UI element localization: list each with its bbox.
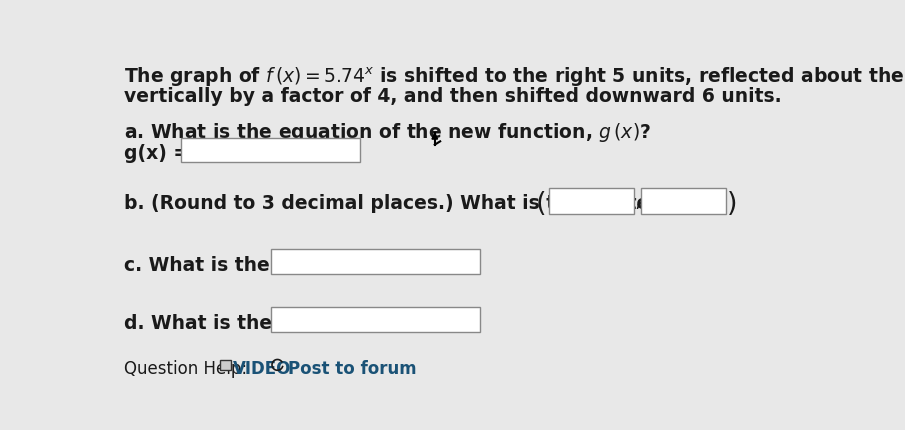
Text: c. What is the domain?: c. What is the domain? [124,255,366,274]
Polygon shape [432,134,437,140]
FancyBboxPatch shape [272,307,481,332]
Text: b. (Round to 3 decimal places.) What is the y-intercept?: b. (Round to 3 decimal places.) What is … [124,194,716,213]
Text: d. What is the range?: d. What is the range? [124,313,351,332]
FancyBboxPatch shape [548,188,633,215]
Text: VIDEO: VIDEO [233,359,291,377]
Text: g(x) =: g(x) = [124,144,189,163]
Text: a. What is the equation of the new function, $g\,(x)$?: a. What is the equation of the new funct… [124,121,651,144]
Text: vertically by a factor of 4, and then shifted downward 6 units.: vertically by a factor of 4, and then sh… [124,87,782,106]
FancyBboxPatch shape [641,188,726,215]
FancyBboxPatch shape [272,250,481,274]
Text: ,: , [634,190,642,211]
Text: ): ) [727,190,738,217]
Text: Question Help:: Question Help: [124,359,247,377]
FancyBboxPatch shape [220,360,231,370]
Text: Post to forum: Post to forum [288,359,416,377]
Text: The graph of $f\,(x) = 5.74^{x}$ is shifted to the right 5 units, reflected abou: The graph of $f\,(x) = 5.74^{x}$ is shif… [124,65,905,89]
FancyBboxPatch shape [181,138,359,163]
Text: (: ( [536,190,546,217]
